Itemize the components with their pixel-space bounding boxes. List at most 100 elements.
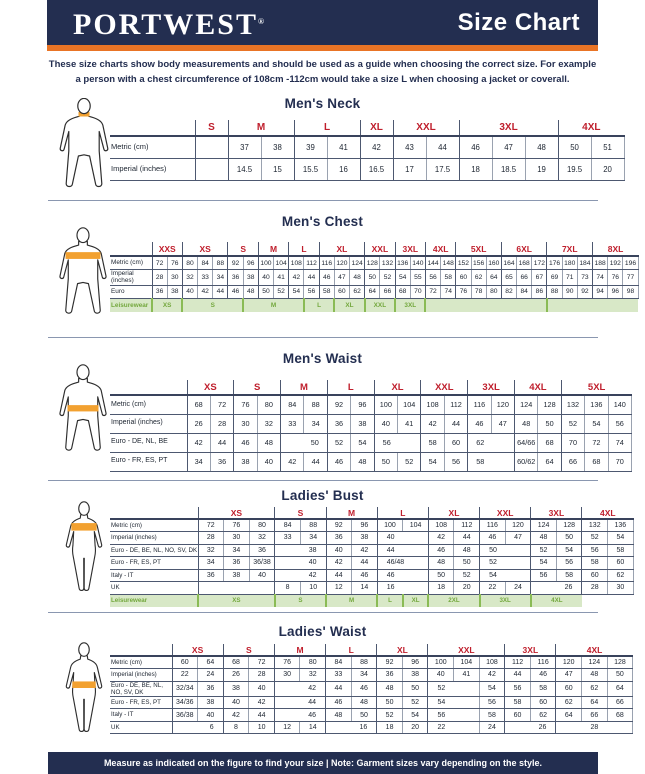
size-cell: 136 — [394, 256, 411, 270]
size-cell: 70 — [607, 452, 633, 472]
size-cell: 67 — [531, 269, 547, 286]
size-cell: 48 — [350, 696, 377, 710]
row-label: Euro - DE, BE, NL, NO, SV, DK — [110, 681, 172, 697]
header-bar: PORTWEST® Size Chart — [47, 0, 598, 45]
size-column-header: M — [227, 120, 294, 137]
row-label: Euro — [110, 285, 152, 300]
size-cell: 44 — [504, 668, 531, 682]
size-cell: 136 — [607, 519, 634, 532]
size-cell: 104 — [453, 656, 480, 669]
size-cell: 76 — [223, 519, 250, 532]
size-cell: 96 — [242, 256, 259, 270]
size-cell: 36 — [151, 285, 168, 300]
size-column-header: 3XL — [458, 120, 559, 137]
size-table-ladies-bust: XS S M L XL XXL 3XL 4XL Metric (cm) 72 76 80 84 88 92 9… — [110, 507, 634, 607]
size-column-header: 7XL — [546, 242, 593, 257]
size-cell: 54 — [401, 708, 428, 722]
size-cell: 156 — [470, 256, 487, 270]
size-cell: 30 — [223, 531, 250, 545]
size-cell: 42 — [186, 433, 211, 453]
size-cell: 88 — [299, 519, 326, 532]
size-cell: 44 — [443, 414, 468, 434]
size-cell: 120 — [555, 656, 582, 669]
leisurewear-row: Leisurewear XS S M L XL 2XL 3XL 4XL — [110, 594, 634, 607]
size-cell: 46 — [233, 433, 258, 453]
size-cell: 88 — [212, 256, 228, 270]
size-cell: 50 — [373, 452, 398, 472]
size-cell: 56 — [443, 452, 468, 472]
size-cell: 52 — [326, 433, 351, 453]
size-cell: XS — [197, 594, 275, 607]
section-ladies-bust: Ladies' Bust XS S M L XL XXL 3XL 4XL Metric (cm) 7… — [0, 480, 645, 612]
size-cell: 28 — [209, 414, 234, 434]
size-cell: 47 — [491, 136, 526, 159]
size-cell: 48 — [524, 136, 559, 159]
orange-stripe — [47, 45, 598, 51]
size-cell: 52 — [397, 452, 421, 472]
size-cell: 72 — [584, 433, 609, 453]
size-cell: 84 — [274, 519, 301, 532]
size-cell: 65 — [500, 269, 517, 286]
size-cell: 128 — [606, 656, 634, 669]
size-cell: 18 — [376, 721, 403, 735]
size-cell: 34 — [299, 531, 326, 545]
intro-line-2: a person with a chest circumference of 1… — [75, 74, 570, 86]
size-cell: 52 — [273, 285, 289, 300]
size-cell: 196 — [622, 256, 639, 270]
size-cell: 56 — [607, 414, 633, 434]
size-cell: 64 — [197, 656, 224, 669]
size-cell: 76 — [273, 656, 300, 669]
size-cell: 94 — [592, 285, 608, 300]
size-cell: 42 — [325, 556, 352, 570]
size-cell: 108 — [427, 519, 454, 532]
size-cell: 38 — [351, 531, 378, 545]
size-cell: 88 — [546, 285, 563, 300]
size-cell: 96 — [401, 656, 428, 669]
size-cell: 58 — [504, 696, 531, 710]
row-label: Euro - DE, BE, NL, NO, SV, DK — [110, 544, 198, 557]
size-cell: 28 — [581, 581, 608, 595]
size-cell: 124 — [581, 656, 608, 669]
size-cell: S — [181, 298, 244, 313]
size-cell: 188 — [592, 256, 608, 270]
size-cell: 60/62 — [514, 452, 538, 472]
size-cell: 160 — [485, 256, 502, 270]
size-cell: 50 — [280, 433, 328, 453]
size-cell: 92 — [376, 656, 403, 669]
size-cell: 40 — [427, 668, 454, 682]
size-cell: 38 — [223, 569, 250, 582]
size-cell: 26 — [222, 668, 249, 682]
size-cell: 58 — [318, 285, 335, 300]
size-cell: 124 — [530, 519, 557, 532]
size-cell: 32 — [197, 544, 224, 557]
size-cell: 32/34 — [171, 681, 198, 697]
size-cell: 82 — [500, 285, 517, 300]
size-cell: 84 — [325, 656, 352, 669]
size-cell: 48 — [242, 285, 259, 300]
size-cell: 60 — [607, 556, 634, 570]
section-ladies-waist: Ladies' Waist XS S M L XL XXL 3XL 4XL Metric (cm)… — [0, 612, 645, 752]
size-column-header: 5XL — [455, 242, 502, 257]
size-cell: 30 — [233, 414, 258, 434]
size-cell: 120 — [504, 519, 531, 532]
size-cell: 128 — [537, 395, 562, 415]
size-cell: 34 — [212, 269, 228, 286]
size-cell: 52 — [453, 569, 480, 582]
size-column-header: XS — [171, 644, 224, 657]
size-cell: 72 — [197, 519, 224, 532]
size-cell: 36 — [326, 414, 351, 434]
size-cell: 92 — [576, 285, 593, 300]
size-cell: 16 — [325, 721, 377, 735]
header-label-spacer — [110, 644, 172, 657]
size-cell: 6 — [171, 721, 224, 735]
size-column-header: S — [222, 644, 275, 657]
size-cell: 15 — [260, 158, 294, 181]
size-cell: 60 — [455, 269, 472, 286]
size-cell: 56 — [427, 708, 480, 722]
size-cell: 20 — [590, 158, 625, 181]
size-cell: 32 — [299, 668, 326, 682]
size-cell: 176 — [546, 256, 563, 270]
size-cell: 74 — [607, 433, 633, 453]
size-column-header: XL — [427, 507, 480, 520]
size-cell: 64 — [606, 681, 634, 697]
